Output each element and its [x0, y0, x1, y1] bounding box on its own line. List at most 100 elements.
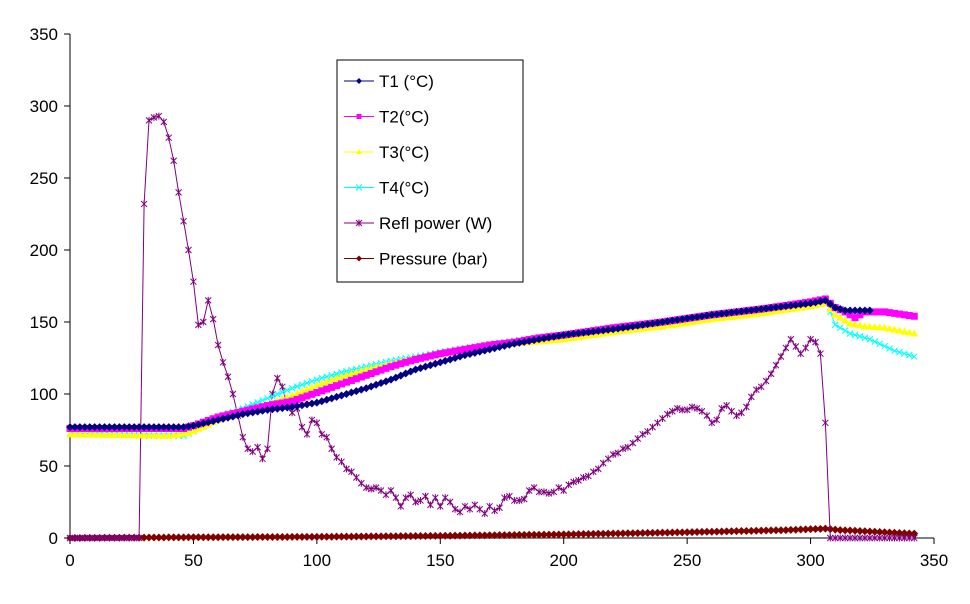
data-point-star — [812, 338, 819, 346]
data-point-diamond — [772, 303, 781, 312]
data-point-star — [575, 476, 582, 484]
legend-item: Refl power (W) — [344, 214, 492, 233]
data-point-diamond — [589, 529, 598, 538]
data-point-diamond — [846, 526, 855, 535]
data-point-x — [303, 379, 311, 387]
data-point-star — [782, 344, 790, 352]
data-point-diamond — [776, 526, 785, 535]
data-point-star — [678, 406, 686, 414]
data-point-star — [896, 534, 903, 542]
data-point-square — [367, 370, 375, 378]
data-point-diamond — [663, 317, 672, 326]
data-point-diamond — [149, 423, 158, 432]
data-point-diamond — [253, 533, 262, 542]
data-point-star — [881, 534, 888, 542]
data-point-diamond — [549, 332, 558, 341]
data-point-diamond — [564, 530, 573, 539]
data-point-diamond — [283, 403, 292, 412]
data-point-square — [451, 347, 459, 355]
data-point-diamond — [752, 305, 761, 314]
series-t2-c — [66, 295, 918, 433]
data-point-diamond — [288, 402, 297, 411]
data-point-square — [328, 383, 336, 391]
data-point-diamond — [288, 532, 297, 541]
data-point-diamond — [574, 329, 583, 338]
data-point-square — [895, 310, 903, 318]
data-point-star — [668, 407, 676, 415]
legend-label: T3(°C) — [379, 143, 429, 162]
data-point-diamond — [273, 532, 282, 541]
data-point-triangle — [841, 316, 850, 324]
data-point-star — [772, 361, 780, 369]
data-point-diamond — [95, 423, 104, 432]
data-point-diamond — [544, 333, 553, 342]
data-point-square — [851, 314, 859, 322]
data-point-square — [259, 403, 267, 411]
data-point-star — [204, 296, 212, 304]
data-point-diamond — [485, 531, 494, 540]
data-point-diamond — [628, 529, 637, 538]
data-point-diamond — [860, 306, 869, 315]
data-point-diamond — [688, 528, 697, 537]
data-point-diamond — [391, 532, 400, 541]
data-point-star — [639, 430, 647, 438]
data-point-diamond — [258, 406, 267, 415]
data-point-x — [905, 351, 913, 359]
data-point-diamond — [658, 528, 667, 537]
data-point-square — [846, 311, 854, 319]
data-point-x — [876, 340, 884, 348]
data-point-star — [348, 468, 355, 476]
data-point-diamond — [159, 533, 168, 542]
data-point-star — [81, 534, 89, 542]
data-point-diamond — [253, 407, 262, 416]
data-point-star — [708, 419, 716, 427]
data-point-x — [318, 374, 326, 382]
data-point-diamond — [500, 531, 509, 540]
data-point-triangle — [860, 322, 869, 330]
data-point-diamond — [683, 528, 692, 537]
data-point-triangle — [900, 327, 909, 335]
data-point-star — [693, 404, 701, 412]
data-point-star — [634, 435, 642, 443]
data-point-x — [831, 321, 839, 329]
data-point-x — [881, 342, 888, 350]
data-point-star — [86, 534, 94, 542]
data-point-star — [910, 534, 918, 542]
data-point-diamond — [609, 325, 618, 334]
data-point-star — [580, 474, 587, 482]
data-point-diamond — [441, 531, 450, 540]
data-point-star — [96, 534, 103, 542]
data-point-diamond — [401, 532, 410, 541]
data-point-diamond — [693, 312, 702, 321]
data-point-star — [427, 501, 434, 509]
data-point-diamond — [712, 310, 721, 319]
data-point-star — [219, 358, 227, 366]
data-point-diamond — [372, 532, 381, 541]
data-point-star — [190, 278, 197, 286]
data-point-diamond — [786, 301, 795, 310]
data-point-diamond — [712, 527, 721, 536]
data-point-diamond — [149, 533, 158, 542]
data-point-diamond — [446, 531, 455, 540]
data-point-star — [861, 534, 869, 542]
data-point-diamond — [816, 524, 825, 533]
data-point-star — [91, 534, 99, 542]
data-point-x — [836, 324, 844, 332]
data-point-star — [407, 491, 415, 499]
series-t1-c — [66, 296, 874, 432]
data-point-diamond — [851, 526, 860, 535]
data-point-diamond — [638, 529, 647, 538]
data-point-star — [871, 534, 879, 542]
data-point-diamond — [737, 527, 746, 536]
data-point-diamond — [722, 527, 731, 536]
data-point-star — [328, 445, 336, 453]
data-point-square — [900, 311, 908, 319]
x-tick-label: 50 — [184, 551, 203, 570]
data-point-diamond — [801, 525, 810, 534]
data-point-star — [274, 374, 281, 382]
data-point-x — [328, 371, 336, 379]
data-point-square — [387, 363, 395, 371]
data-point-diamond — [115, 423, 124, 432]
data-point-diamond — [707, 527, 716, 536]
x-tick-label: 200 — [550, 551, 578, 570]
